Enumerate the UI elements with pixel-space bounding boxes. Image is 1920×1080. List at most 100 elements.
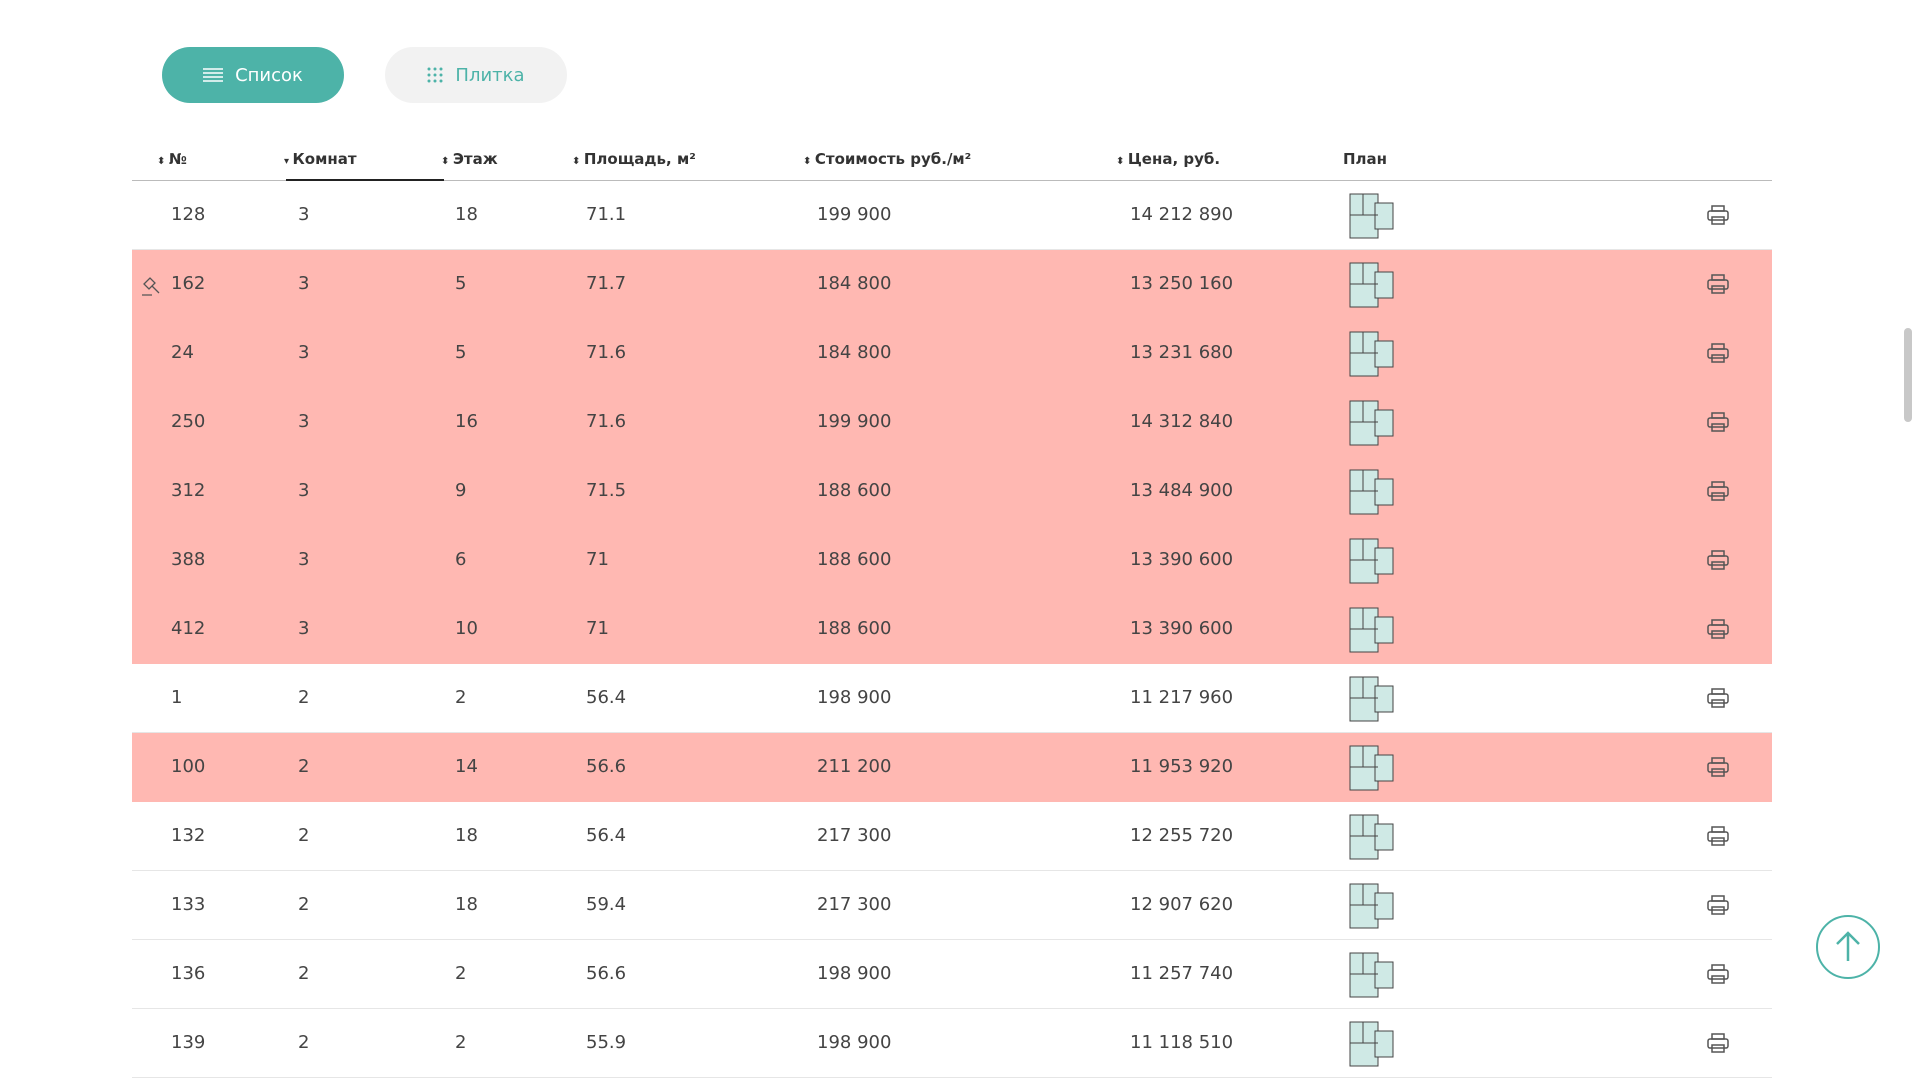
print-icon[interactable] — [1707, 550, 1729, 570]
print-icon[interactable] — [1707, 205, 1729, 225]
table-row[interactable]: 128 3 18 71.1 199 900 14 212 890 — [132, 181, 1772, 250]
tile-button[interactable]: Плитка — [385, 47, 567, 103]
sort-icon: ⬍ — [157, 156, 169, 167]
print-icon[interactable] — [1707, 964, 1729, 984]
table-row[interactable]: 132 2 18 56.4 217 300 12 255 720 — [132, 802, 1772, 871]
plan-thumbnail[interactable] — [1349, 745, 1395, 791]
column-header[interactable]: ⬍ Этаж — [441, 150, 498, 168]
cell: 59.4 — [586, 894, 627, 915]
cell: 14 212 890 — [1130, 204, 1234, 225]
plan-thumbnail[interactable] — [1349, 676, 1395, 722]
header-text: Этаж — [452, 150, 498, 168]
list-icon — [203, 68, 224, 82]
plan-thumbnail[interactable] — [1349, 814, 1395, 860]
cell: 2 — [298, 756, 310, 777]
print-icon[interactable] — [1707, 619, 1729, 639]
column-header[interactable]: ⬍ № — [157, 150, 187, 168]
print-icon[interactable] — [1707, 1033, 1729, 1053]
auction-icon — [140, 274, 162, 296]
table-row[interactable]: 312 3 9 71.5 188 600 13 484 900 — [132, 457, 1772, 526]
header-text: Стоимость руб./м² — [814, 150, 972, 168]
cell: 199 900 — [817, 204, 892, 225]
cell: 217 300 — [817, 825, 892, 846]
cell: 100 — [171, 756, 206, 777]
print-icon[interactable] — [1707, 688, 1729, 708]
cell: 162 — [171, 273, 206, 294]
plan-thumbnail[interactable] — [1349, 400, 1395, 446]
cell: 6 — [455, 549, 467, 570]
cell: 13 250 160 — [1130, 273, 1234, 294]
cell: 3 — [298, 273, 310, 294]
cell: 198 900 — [817, 687, 892, 708]
print-icon[interactable] — [1707, 274, 1729, 294]
table-row[interactable]: 139 2 2 55.9 198 900 11 118 510 — [132, 1009, 1772, 1078]
column-header[interactable]: ⬍ Цена, руб. — [1116, 150, 1220, 168]
print-icon[interactable] — [1707, 412, 1729, 432]
print-icon[interactable] — [1707, 757, 1729, 777]
header-text: Цена, руб. — [1127, 150, 1221, 168]
cell: 14 — [455, 756, 478, 777]
table-row[interactable]: 136 2 2 56.6 198 900 11 257 740 — [132, 940, 1772, 1009]
cell: 9 — [455, 480, 467, 501]
column-header: План — [1343, 150, 1387, 168]
table-row[interactable]: 250 3 16 71.6 199 900 14 312 840 — [132, 388, 1772, 457]
plan-thumbnail[interactable] — [1349, 193, 1395, 239]
cell: 2 — [298, 894, 310, 915]
cell: 198 900 — [817, 963, 892, 984]
scrollbar[interactable] — [1904, 328, 1912, 422]
plan-thumbnail[interactable] — [1349, 883, 1395, 929]
plan-thumbnail[interactable] — [1349, 262, 1395, 308]
cell: 10 — [455, 618, 478, 639]
plan-thumbnail[interactable] — [1349, 538, 1395, 584]
print-icon[interactable] — [1707, 343, 1729, 363]
cell: 71.6 — [586, 411, 627, 432]
cell: 12 907 620 — [1130, 894, 1234, 915]
list-button[interactable]: Список — [162, 47, 344, 103]
print-icon[interactable] — [1707, 481, 1729, 501]
cell: 13 484 900 — [1130, 480, 1234, 501]
cell: 1 — [171, 687, 183, 708]
cell: 2 — [298, 963, 310, 984]
cell: 11 217 960 — [1130, 687, 1234, 708]
cell: 198 900 — [817, 1032, 892, 1053]
table-row[interactable]: 1 2 2 56.4 198 900 11 217 960 — [132, 664, 1772, 733]
header-text: Комнат — [292, 150, 357, 168]
column-header[interactable]: ▾ Комнат — [284, 150, 357, 168]
cell: 132 — [171, 825, 206, 846]
cell: 13 231 680 — [1130, 342, 1234, 363]
plan-thumbnail[interactable] — [1349, 331, 1395, 377]
table-row[interactable]: 133 2 18 59.4 217 300 12 907 620 — [132, 871, 1772, 940]
cell: 2 — [298, 687, 310, 708]
plan-thumbnail[interactable] — [1349, 1021, 1395, 1067]
plan-thumbnail[interactable] — [1349, 952, 1395, 998]
scroll-top-button[interactable] — [1816, 915, 1880, 979]
cell: 128 — [171, 204, 206, 225]
table-row[interactable]: 388 3 6 71 188 600 13 390 600 — [132, 526, 1772, 595]
table-row[interactable]: 412 3 10 71 188 600 13 390 600 — [132, 595, 1772, 664]
cell: 3 — [298, 204, 310, 225]
cell: 12 255 720 — [1130, 825, 1234, 846]
cell: 199 900 — [817, 411, 892, 432]
cell: 11 953 920 — [1130, 756, 1234, 777]
cell: 71.1 — [586, 204, 627, 225]
plan-thumbnail[interactable] — [1349, 469, 1395, 515]
cell: 136 — [171, 963, 206, 984]
table-row[interactable]: 162 3 5 71.7 184 800 13 250 160 — [132, 250, 1772, 319]
table-row[interactable]: 24 3 5 71.6 184 800 13 231 680 — [132, 319, 1772, 388]
header-text: Площадь, м² — [583, 150, 696, 168]
cell: 5 — [455, 342, 467, 363]
header-text: № — [168, 150, 187, 168]
tile-icon — [427, 67, 443, 83]
column-header[interactable]: ⬍ Стоимость руб./м² — [803, 150, 971, 168]
sort-icon: ⬍ — [803, 156, 815, 167]
table-row[interactable]: 100 2 14 56.6 211 200 11 953 920 — [132, 733, 1772, 802]
cell: 388 — [171, 549, 206, 570]
print-icon[interactable] — [1707, 826, 1729, 846]
list-label: Список — [235, 64, 303, 86]
print-icon[interactable] — [1707, 895, 1729, 915]
column-header[interactable]: ⬍ Площадь, м² — [572, 150, 696, 168]
cell: 71.6 — [586, 342, 627, 363]
cell: 55.9 — [586, 1032, 627, 1053]
plan-thumbnail[interactable] — [1349, 607, 1395, 653]
